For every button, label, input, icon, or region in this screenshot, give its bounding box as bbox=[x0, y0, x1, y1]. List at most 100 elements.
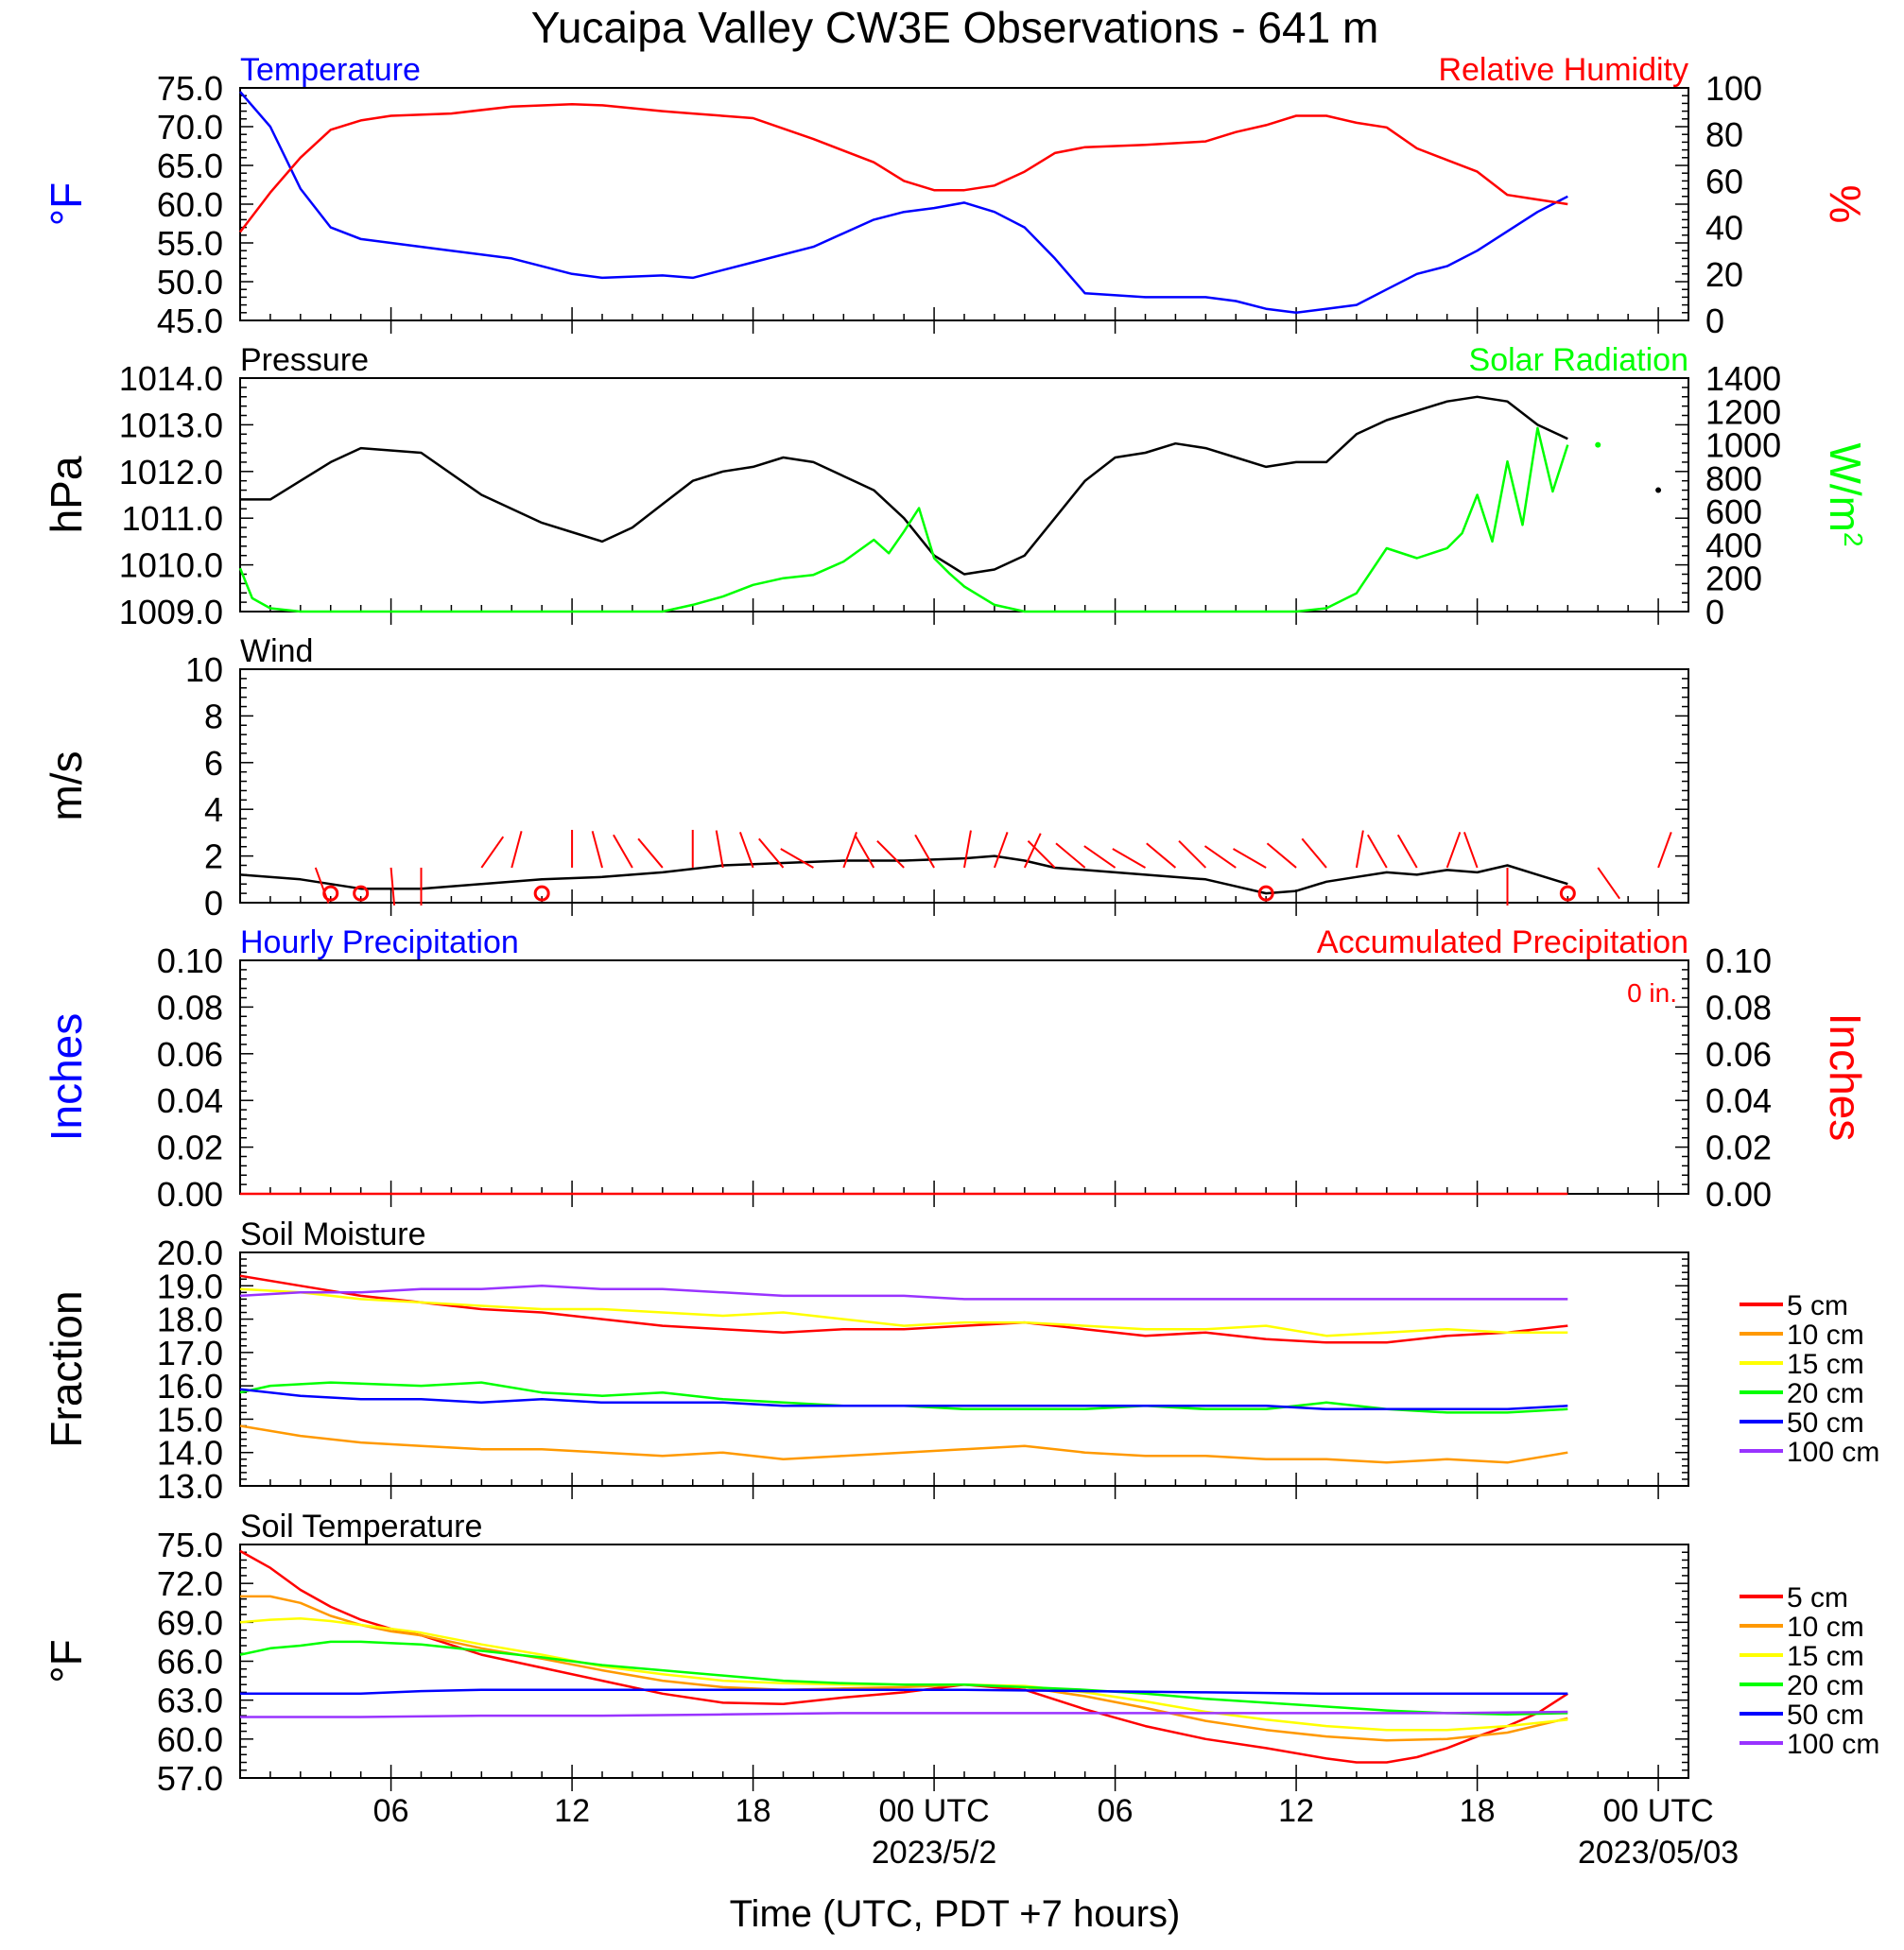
wind-barb bbox=[1233, 848, 1267, 869]
legend-label: 10 cm bbox=[1787, 1320, 1864, 1351]
panel-pressure-solar: 1014.0 1013.0 1012.0 1011.0 1010.0 1009.0 1400… bbox=[42, 342, 1870, 631]
panel-temp-rh: 75.070.065.060.055.050.045.0 100 80 60 40 20 0… bbox=[42, 52, 1870, 340]
y-tick-label: 55.0 bbox=[157, 224, 223, 263]
y-right-tick-label: 0.10 bbox=[1705, 941, 1772, 980]
y-tick-label: 19.0 bbox=[157, 1267, 223, 1305]
y-tick-label: 1013.0 bbox=[119, 406, 223, 444]
x-axis-label: Time (UTC, PDT +7 hours) bbox=[730, 1893, 1181, 1935]
y-right-tick-label: 600 bbox=[1705, 492, 1762, 531]
y-tick-label: 65.0 bbox=[157, 147, 223, 185]
x-tick-label: 18 bbox=[736, 1793, 771, 1829]
series-line-100-cm bbox=[239, 1285, 1568, 1301]
wind-barb bbox=[1366, 834, 1388, 869]
panel-title-left: Temperature bbox=[240, 52, 421, 88]
y-tick-label: 8 bbox=[204, 697, 223, 735]
y-right-tick-label: 400 bbox=[1705, 526, 1762, 564]
y-right-tick-label: 1200 bbox=[1705, 392, 1781, 431]
wind-barb bbox=[637, 837, 664, 869]
x-tick-label: 12 bbox=[1278, 1793, 1314, 1829]
x-tick-label: 18 bbox=[1460, 1793, 1496, 1829]
wind-barb bbox=[1597, 867, 1621, 900]
wind-barb bbox=[993, 832, 1009, 869]
wind-barb bbox=[480, 836, 505, 869]
y-right-tick-label: 0.04 bbox=[1705, 1081, 1772, 1120]
wind-barb bbox=[854, 834, 875, 869]
panel-title-left: Soil Moisture bbox=[240, 1217, 426, 1252]
y-tick-label: 57.0 bbox=[157, 1759, 223, 1798]
y-tick-label: 0 bbox=[204, 884, 223, 923]
data-point bbox=[1655, 487, 1662, 493]
y-tick-label: 0.04 bbox=[157, 1081, 223, 1120]
y-axis-label: Inches bbox=[42, 1013, 91, 1142]
y-tick-label: 10 bbox=[185, 650, 223, 689]
panel-soil-moisture: 20.019.018.017.016.015.014.013.0 Soil Moi… bbox=[42, 1217, 1879, 1506]
legend-label: 50 cm bbox=[1787, 1700, 1864, 1731]
y-tick-label: 75.0 bbox=[157, 69, 223, 108]
series-line-5-cm bbox=[239, 1274, 1568, 1344]
y-tick-label: 15.0 bbox=[157, 1400, 223, 1439]
wind-barb bbox=[511, 831, 523, 869]
legend-label: 20 cm bbox=[1787, 1378, 1864, 1409]
calm-marker bbox=[1559, 885, 1576, 902]
y-tick-label: 16.0 bbox=[157, 1367, 223, 1406]
calm-marker bbox=[353, 885, 370, 902]
legend-label: 5 cm bbox=[1787, 1582, 1848, 1613]
y-tick-label: 6 bbox=[204, 744, 223, 783]
y-right-tick-label: 0.00 bbox=[1705, 1175, 1772, 1214]
accumulation-text: 0 in. bbox=[1627, 978, 1677, 1008]
y-axis-label-right: % bbox=[1821, 185, 1870, 224]
wind-barb bbox=[876, 839, 905, 869]
x-date-label: 2023/5/2 bbox=[872, 1835, 996, 1871]
unit-superscript: 2 bbox=[1840, 532, 1869, 547]
y-axis-label: m/s bbox=[42, 751, 91, 820]
series-line-20-cm bbox=[239, 1640, 1568, 1717]
y-axis-label: °F bbox=[42, 182, 91, 227]
wind-barb bbox=[1023, 833, 1042, 869]
y-tick-label: 63.0 bbox=[157, 1682, 223, 1720]
y-tick-label: 1014.0 bbox=[119, 359, 223, 398]
y-axis-label: hPa bbox=[42, 456, 91, 533]
panel-title-left: Soil Temperature bbox=[240, 1509, 482, 1544]
wind-barb bbox=[1083, 845, 1116, 869]
wind-barb bbox=[591, 831, 603, 869]
wind-barb bbox=[1055, 842, 1086, 869]
wind-barb bbox=[1396, 834, 1418, 869]
y-tick-label: 69.0 bbox=[157, 1603, 223, 1642]
x-tick-label: 06 bbox=[373, 1793, 409, 1829]
y-tick-label: 70.0 bbox=[157, 108, 223, 147]
y-tick-label: 20.0 bbox=[157, 1234, 223, 1272]
panel-title-right: Accumulated Precipitation bbox=[1317, 924, 1688, 960]
wind-barb bbox=[963, 830, 972, 869]
x-tick-label: 00 UTC bbox=[1603, 1793, 1714, 1829]
y-right-tick-label: 200 bbox=[1705, 560, 1762, 598]
y-tick-label: 13.0 bbox=[157, 1467, 223, 1506]
y-tick-label: 45.0 bbox=[157, 302, 223, 340]
y-right-tick-label: 1400 bbox=[1705, 359, 1781, 398]
panel-title-left: Wind bbox=[240, 633, 313, 669]
panel-title-left: Hourly Precipitation bbox=[240, 924, 519, 960]
legend-label: 5 cm bbox=[1787, 1290, 1848, 1321]
y-tick-label: 4 bbox=[204, 790, 223, 829]
panel-title-right: Relative Humidity bbox=[1438, 52, 1688, 88]
wind-barb bbox=[1301, 837, 1327, 869]
wind-barb bbox=[389, 867, 396, 906]
calm-marker bbox=[322, 885, 339, 902]
series-line-relative-humidity bbox=[239, 102, 1568, 233]
y-tick-label: 75.0 bbox=[157, 1526, 223, 1564]
wind-barb bbox=[1266, 842, 1297, 869]
series-line-solar-radiation bbox=[238, 426, 1569, 613]
legend-label: 100 cm bbox=[1787, 1437, 1879, 1468]
wind-barb bbox=[1027, 839, 1056, 869]
y-tick-label: 72.0 bbox=[157, 1564, 223, 1603]
wind-barb bbox=[842, 832, 857, 869]
y-axis-label: Fraction bbox=[42, 1290, 91, 1447]
wind-barb bbox=[1203, 845, 1237, 869]
x-tick-label: 06 bbox=[1098, 1793, 1134, 1829]
wind-barb bbox=[780, 848, 814, 869]
panel-soil-temperature: 75.072.069.066.063.060.057.0 Soil Tempera… bbox=[42, 1509, 1879, 1798]
series-line-10-cm bbox=[239, 1424, 1568, 1464]
y-right-tick-label: 0 bbox=[1705, 593, 1724, 631]
y-axis-label-right: Inches bbox=[1821, 1013, 1870, 1142]
y-tick-label: 60.0 bbox=[157, 1720, 223, 1759]
